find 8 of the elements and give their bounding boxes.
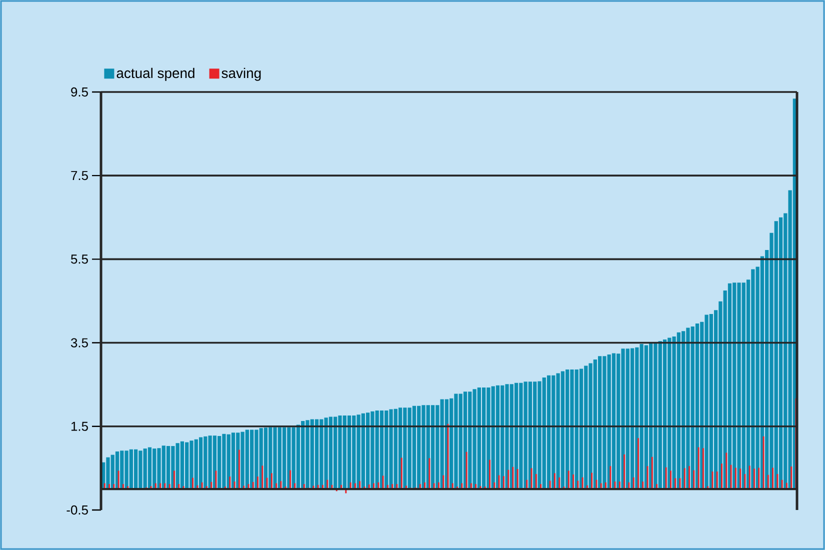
legend-label: actual spend [116, 68, 194, 81]
y-tick-label: -0.5 [66, 505, 88, 515]
y-tick-label: 5.5 [71, 254, 88, 264]
y-tick-label: 3.5 [70, 338, 88, 348]
y-tick-label: 7.5 [71, 171, 88, 180]
y-tick-label: 9.5 [71, 87, 88, 97]
legend-label: saving [222, 68, 261, 81]
y-tick-label: 1.5 [71, 422, 88, 431]
